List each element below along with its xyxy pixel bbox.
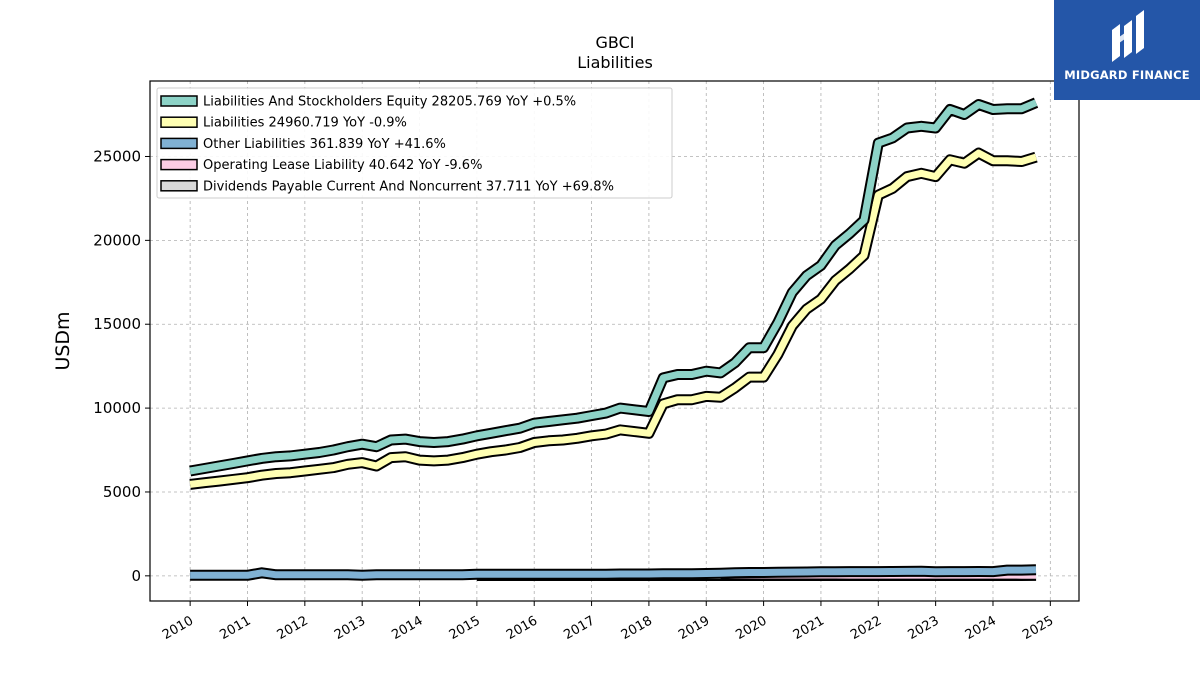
chart-subtitle: Liabilities bbox=[577, 53, 653, 72]
x-tick-label: 2016 bbox=[504, 613, 540, 643]
series-line bbox=[189, 99, 1038, 475]
legend-swatch bbox=[160, 116, 198, 128]
legend-swatch bbox=[160, 95, 198, 107]
y-axis-label: USDm bbox=[52, 311, 74, 370]
brand-logo: MIDGARD FINANCE bbox=[1054, 0, 1200, 100]
y-tick-label: 5000 bbox=[103, 483, 141, 501]
x-tick-label: 2025 bbox=[1020, 613, 1056, 643]
x-tick-label: 2021 bbox=[791, 613, 827, 643]
legend-entry: Dividends Payable Current And Noncurrent… bbox=[203, 179, 614, 194]
x-tick-label: 2014 bbox=[389, 613, 425, 643]
x-tick-label: 2019 bbox=[676, 613, 712, 643]
legend-entry: Liabilities And Stockholders Equity 2820… bbox=[203, 95, 576, 110]
legend-box bbox=[156, 87, 673, 199]
x-tick-label: 2015 bbox=[447, 613, 483, 643]
y-tick-label: 15000 bbox=[93, 315, 141, 333]
midgard-m-logo-icon bbox=[1112, 10, 1144, 62]
x-axis-ticks: 2010 2011 2012 2013 2014 2015 2016 2017 2018 2019… bbox=[160, 601, 1056, 643]
x-tick-label: 2022 bbox=[848, 613, 884, 643]
y-axis-ticks: 0 5000 10000 15000 20000 25000 bbox=[93, 147, 150, 585]
chart-title: GBCI bbox=[596, 33, 635, 52]
plot-frame bbox=[149, 80, 1080, 602]
legend-entry: Other Liabilities 361.839 YoY +41.6% bbox=[203, 137, 446, 152]
y-tick-label: 20000 bbox=[93, 231, 141, 249]
legend-swatch bbox=[160, 180, 198, 192]
plot-area bbox=[189, 97, 1039, 581]
legend: Liabilities And Stockholders Equity 2820… bbox=[156, 87, 673, 199]
x-tick-label: 2024 bbox=[963, 613, 999, 643]
y-tick-label: 10000 bbox=[93, 399, 141, 417]
legend-swatch bbox=[160, 158, 198, 171]
y-tick-label: 0 bbox=[131, 567, 141, 585]
x-tick-label: 2012 bbox=[275, 613, 311, 643]
x-tick-label: 2018 bbox=[619, 613, 655, 643]
series-line bbox=[189, 149, 1038, 488]
x-tick-label: 2023 bbox=[905, 613, 941, 643]
brand-name: MIDGARD FINANCE bbox=[1064, 68, 1190, 82]
x-tick-label: 2020 bbox=[733, 613, 769, 643]
legend-entry: Liabilities 24960.719 YoY -0.9% bbox=[203, 116, 407, 131]
legend-swatch bbox=[160, 137, 198, 150]
x-tick-label: 2017 bbox=[561, 613, 597, 643]
x-tick-label: 2010 bbox=[160, 613, 196, 643]
legend-entry: Operating Lease Liability 40.642 YoY -9.… bbox=[203, 158, 482, 173]
y-tick-label: 25000 bbox=[93, 147, 141, 165]
x-tick-label: 2011 bbox=[217, 613, 253, 643]
series-line bbox=[190, 566, 1037, 579]
x-tick-label: 2013 bbox=[332, 613, 368, 643]
